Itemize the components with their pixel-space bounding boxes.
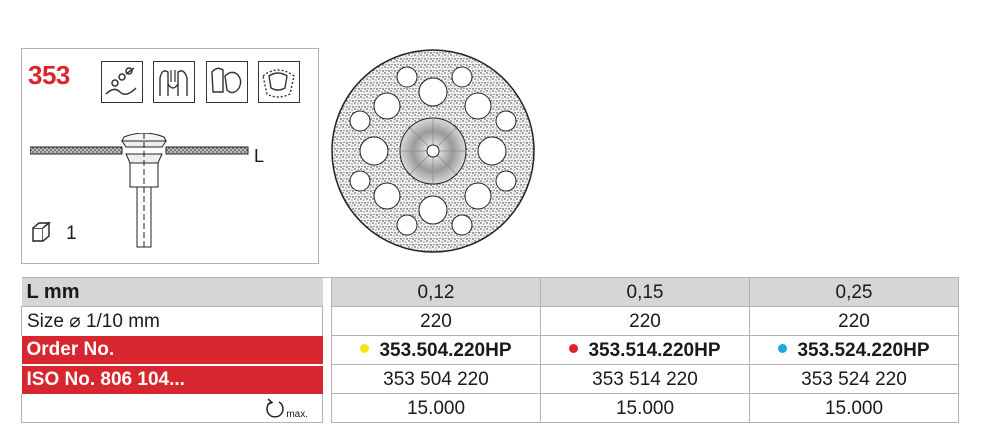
denture-icon	[258, 61, 300, 103]
length-label: L mm	[21, 277, 323, 307]
iso-label: ISO No. 806 104...	[21, 363, 323, 394]
yellow-dot-icon	[360, 343, 370, 353]
package-icon	[32, 221, 51, 242]
size-label: Size ⌀ 1/10 mm	[21, 306, 323, 336]
max-speed-value: 15.000	[331, 393, 541, 423]
size-value: 220	[540, 306, 750, 336]
iso-number: 353 514 220	[540, 364, 750, 394]
red-dot-icon	[569, 343, 579, 353]
pack-quantity: 1	[66, 223, 77, 244]
order-number: 353.524.220HP	[749, 335, 959, 365]
orthodontics-icon	[101, 61, 143, 103]
order-number: 353.504.220HP	[331, 335, 541, 365]
length-value: 0,12	[331, 277, 541, 307]
order-row: Order No. 353.504.220HP 353.514.220HP 35…	[21, 335, 959, 365]
max-speed-label: max.	[21, 393, 323, 423]
max-speed-row: max. 15.000 15.000 15.000	[21, 393, 959, 423]
rotation-icon	[266, 398, 285, 418]
order-label: Order No.	[21, 335, 323, 365]
iso-number: 353 524 220	[749, 364, 959, 394]
length-row: L mm 0,12 0,15 0,25	[21, 277, 959, 307]
size-value: 220	[749, 306, 959, 336]
size-row: Size ⌀ 1/10 mm 220 220 220	[21, 306, 959, 336]
diamond-disc-image	[331, 49, 535, 253]
product-number: 353	[28, 60, 70, 90]
max-speed-value: 15.000	[540, 393, 750, 423]
length-value: 0,15	[540, 277, 750, 307]
size-value: 220	[331, 306, 541, 336]
order-number: 353.514.220HP	[540, 335, 750, 365]
length-value: 0,25	[749, 277, 959, 307]
product-info-panel: 353	[21, 48, 319, 264]
spec-table: L mm 0,12 0,15 0,25 Size ⌀ 1/10 mm 220 2…	[21, 277, 959, 423]
iso-row: ISO No. 806 104... 353 504 220 353 514 2…	[21, 363, 959, 394]
length-label: L	[254, 146, 265, 166]
iso-number: 353 504 220	[331, 364, 541, 394]
tool-side-view	[30, 133, 249, 248]
blue-dot-icon	[778, 343, 788, 353]
crown-prep-icon	[153, 61, 195, 103]
model-icon	[206, 61, 248, 103]
max-speed-value: 15.000	[749, 393, 959, 423]
